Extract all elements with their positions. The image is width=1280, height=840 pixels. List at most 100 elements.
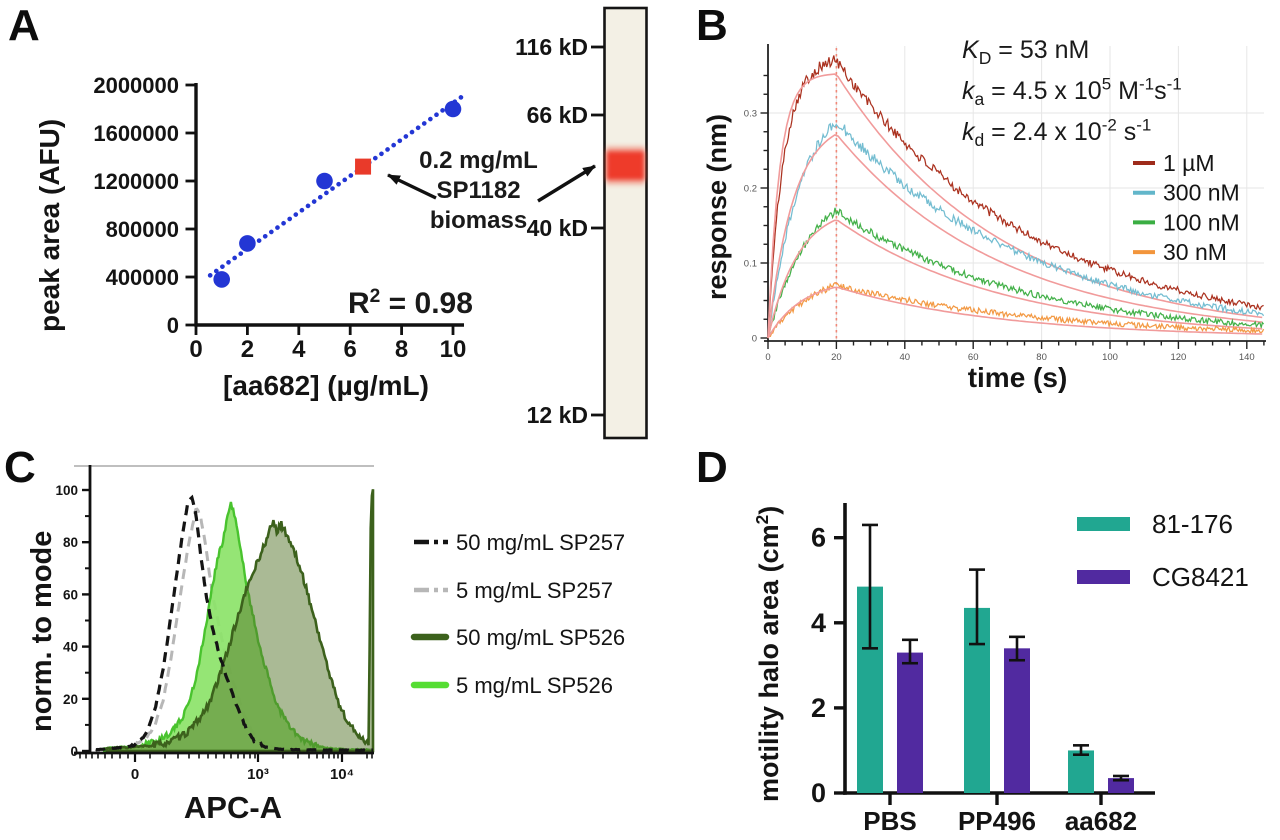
panel-c-legend-label: 5 mg/mL SP257 — [456, 578, 613, 603]
kinetics-kd-line: KD = 53 nM — [962, 34, 1182, 75]
panel-a-y-tick-label: 2000000 — [93, 73, 179, 98]
panel-a-data-point — [213, 271, 230, 288]
panel-d-category-label: PBS — [863, 806, 916, 836]
kd-value: = 53 nM — [991, 36, 1090, 64]
panel-b-x-tick-label: 0 — [765, 352, 770, 363]
panel-b-x-tick-label: 20 — [831, 352, 842, 363]
panel-a-chart: 0 400000 800000 1200000 1600000 2000000 0 2 4 6 8 1… — [93, 6, 648, 440]
histogram-50mg-sp526 — [105, 489, 375, 753]
panel-a-x-tick-label: 4 — [292, 336, 306, 363]
blot-marker-label: 40 kD — [527, 215, 588, 241]
panel-a-letter: A — [8, 1, 40, 50]
ka-value: = 4.5 x 10 — [984, 77, 1102, 105]
ka-exp-3: -1 — [1166, 74, 1182, 94]
d-ylabel-base: motility halo area (cm — [754, 524, 784, 802]
blot-marker-label: 66 kD — [527, 102, 588, 128]
sensorgram-fit — [767, 73, 1263, 339]
panel-d-letter: D — [696, 443, 728, 492]
bar-cg8421-pp496 — [1004, 648, 1030, 793]
panel-c-y-tick-label: 40 — [63, 640, 78, 655]
panel-d-y-tick-label: 4 — [811, 608, 826, 638]
panel-a-x-axis-title: [aa682] (µg/mL) — [223, 370, 429, 401]
panel-b-x-tick-label: 40 — [900, 352, 911, 363]
panel-d-chart: 0 2 4 6 PBS PP496 aa682 81-176 CG8421 — [811, 503, 1249, 836]
r-squared-value: = 0.98 — [380, 287, 473, 320]
panel-b-x-tick-label: 100 — [1102, 352, 1118, 363]
ka-symbol: k — [962, 77, 975, 105]
panel-a-data-point — [316, 172, 333, 190]
panel-d-category-label: PP496 — [958, 806, 1036, 836]
annotation-line-1: 0.2 mg/mL — [419, 147, 538, 174]
panel-d-y-tick-label: 6 — [811, 523, 826, 553]
panel-b-y-tick-label: 0.2 — [744, 184, 757, 195]
sensorgram-trace — [767, 55, 1264, 339]
panel-a-x-tick-label: 6 — [344, 336, 357, 363]
panel-b-legend-label: 100 nM — [1163, 209, 1240, 235]
panel-a-annotation: 0.2 mg/mL SP1182 biomass — [406, 146, 551, 236]
panel-d-legend-swatch — [1077, 570, 1130, 584]
panel-c-x-tick-label: 0 — [131, 766, 139, 783]
sensorgram-fit — [767, 134, 1263, 339]
panel-b-y-axis-title: response (nm) — [702, 113, 732, 300]
r-squared-base: R — [348, 287, 370, 320]
kd-subscript: D — [978, 48, 992, 68]
panel-b-x-axis-title: time (s) — [967, 362, 1068, 393]
panel-b-x-tick-label: 140 — [1239, 352, 1255, 363]
panel-a-x-tick-label: 8 — [395, 336, 408, 363]
annotation-arrow-left — [387, 173, 437, 200]
ka-unit-1: M — [1111, 77, 1139, 105]
panel-a-x-tick-label: 10 — [440, 336, 467, 363]
panel-a-data-point — [239, 235, 256, 252]
panel-c-letter: C — [4, 443, 36, 492]
panel-c-legend-label: 5 mg/mL SP526 — [456, 673, 613, 698]
d-ylabel-close: ) — [754, 505, 784, 515]
bar-cg8421-aa682 — [1108, 778, 1134, 793]
panel-a-y-axis-title: peak area (AFU) — [34, 118, 65, 332]
kdiss-symbol: k — [962, 118, 975, 146]
panel-b-kinetics: KD = 53 nM ka = 4.5 x 105 M-1s-1 kd = 2.… — [962, 34, 1182, 157]
panel-a-y-tick-label: 400000 — [106, 265, 179, 290]
panel-b-legend-label: 300 nM — [1163, 180, 1240, 206]
panel-c-y-axis-title: norm. to mode — [26, 530, 58, 732]
kinetics-kdiss-line: kd = 2.4 x 10-2 s-1 — [962, 116, 1182, 157]
panel-c-x-tick-label: 10³ — [247, 766, 269, 783]
annotation-line-3: biomass — [429, 207, 528, 234]
panel-a-y-tick-label: 800000 — [106, 217, 179, 242]
sensorgram-trace — [767, 281, 1265, 339]
kdiss-unit: s — [1116, 118, 1137, 146]
kinetics-ka-line: ka = 4.5 x 105 M-1s-1 — [962, 75, 1182, 116]
histogram-50mg-sp257 — [95, 494, 374, 753]
panel-c-y-tick-label: 60 — [63, 587, 78, 602]
panel-d-legend-label: 81-176 — [1152, 509, 1233, 539]
blot-marker-label: 116 kD — [515, 34, 588, 60]
panel-a-data-point — [444, 100, 462, 118]
r-squared-exponent: 2 — [369, 286, 381, 307]
panel-c-x-axis-title: APC-A — [183, 790, 283, 825]
kd-symbol: K — [962, 36, 979, 64]
sensorgram-trace — [767, 122, 1265, 339]
panel-d-y-axis-title: motility halo area (cm2) — [752, 505, 785, 802]
panel-a-x-tick-label: 2 — [241, 336, 254, 363]
annotation-arrow-right — [537, 164, 596, 203]
panel-b-x-tick-label: 60 — [968, 352, 979, 363]
panel-c-y-tick-label: 0 — [70, 744, 78, 759]
sensorgram-trace — [767, 207, 1265, 339]
kdiss-value: = 2.4 x 10 — [984, 118, 1102, 146]
panel-c-legend-label: 50 mg/mL SP526 — [456, 625, 625, 650]
panel-b-legend-label: 30 nM — [1163, 239, 1227, 265]
panel-d-legend-swatch — [1077, 517, 1130, 531]
panel-a-y-tick-label: 1600000 — [93, 121, 179, 146]
ka-exp-1: 5 — [1101, 74, 1112, 94]
kdiss-subscript: d — [974, 130, 985, 150]
bar-81176-aa682 — [1068, 750, 1094, 793]
panel-a-y-tick-label: 0 — [167, 313, 179, 338]
panel-a-y-tick-label: 1200000 — [93, 169, 179, 194]
panel-c-chart: 0 20 40 60 80 100 0 10³ 10⁴ 50 mg/mL SP257 5 mg/mL… — [55, 465, 625, 783]
ka-subscript: a — [974, 89, 985, 109]
panel-b-x-tick-label: 120 — [1170, 352, 1186, 363]
panel-c-y-tick-label: 100 — [55, 483, 78, 498]
kdiss-exp-2: -1 — [1136, 115, 1152, 135]
annotation-line-2: SP1182 — [436, 177, 521, 204]
panel-a-highlight-square — [355, 158, 372, 175]
